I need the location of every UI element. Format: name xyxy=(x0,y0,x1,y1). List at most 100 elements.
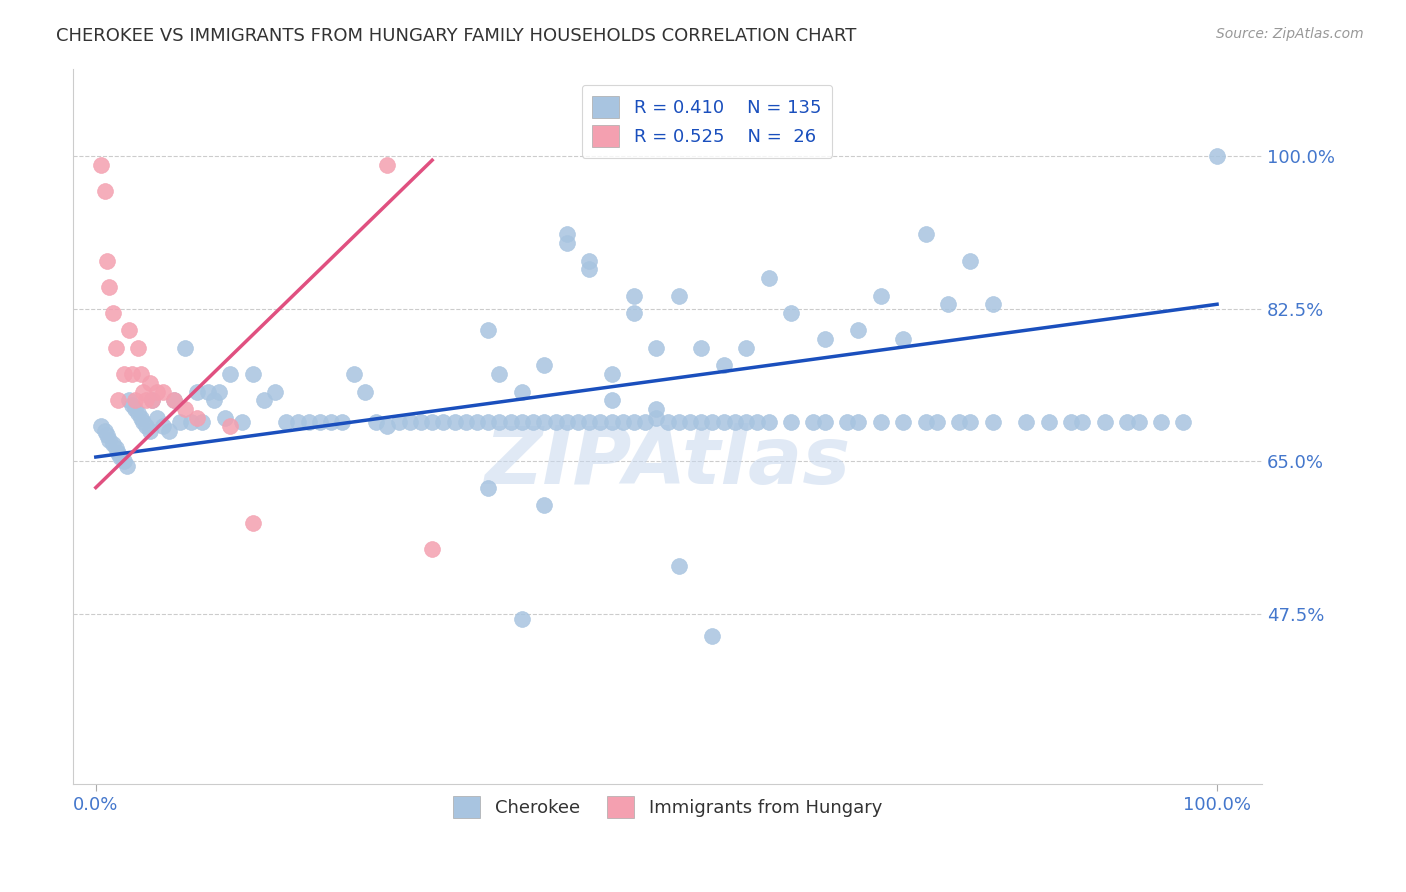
Point xyxy=(104,442,127,456)
Point xyxy=(690,341,713,355)
Point xyxy=(264,384,287,399)
Point xyxy=(127,406,149,420)
Point xyxy=(163,393,186,408)
Point xyxy=(121,367,143,381)
Point xyxy=(544,415,567,429)
Point xyxy=(1206,149,1229,163)
Point xyxy=(1128,415,1150,429)
Point xyxy=(208,384,231,399)
Point xyxy=(152,384,174,399)
Point xyxy=(101,306,124,320)
Point xyxy=(668,415,690,429)
Point xyxy=(174,341,197,355)
Point xyxy=(132,384,155,399)
Point xyxy=(112,367,135,381)
Point xyxy=(169,415,191,429)
Point xyxy=(110,450,132,464)
Point xyxy=(219,419,242,434)
Point xyxy=(835,415,858,429)
Point xyxy=(454,415,477,429)
Point xyxy=(186,410,208,425)
Point xyxy=(135,419,157,434)
Point xyxy=(645,410,668,425)
Point xyxy=(90,419,112,434)
Point xyxy=(735,341,758,355)
Point xyxy=(488,367,510,381)
Point xyxy=(276,415,298,429)
Point xyxy=(758,271,780,285)
Point xyxy=(488,415,510,429)
Point xyxy=(420,415,443,429)
Point xyxy=(387,415,409,429)
Point xyxy=(127,341,149,355)
Point xyxy=(533,498,555,512)
Point xyxy=(1173,415,1195,429)
Point xyxy=(578,415,600,429)
Point xyxy=(510,415,533,429)
Point xyxy=(925,415,948,429)
Text: Source: ZipAtlas.com: Source: ZipAtlas.com xyxy=(1216,27,1364,41)
Point xyxy=(104,341,127,355)
Point xyxy=(657,415,679,429)
Point xyxy=(98,280,121,294)
Point xyxy=(253,393,276,408)
Point xyxy=(578,253,600,268)
Point xyxy=(747,415,769,429)
Point xyxy=(846,415,869,429)
Point xyxy=(589,415,612,429)
Point xyxy=(298,415,321,429)
Point xyxy=(124,402,146,417)
Point xyxy=(600,367,623,381)
Point xyxy=(152,419,174,434)
Point xyxy=(409,415,432,429)
Point xyxy=(713,415,735,429)
Point xyxy=(332,415,354,429)
Point xyxy=(555,415,578,429)
Point xyxy=(477,415,499,429)
Point xyxy=(1116,415,1139,429)
Point xyxy=(118,393,141,408)
Point xyxy=(499,415,522,429)
Point xyxy=(522,415,544,429)
Point xyxy=(107,393,129,408)
Point xyxy=(690,415,713,429)
Point xyxy=(936,297,959,311)
Text: ZIPAtlas: ZIPAtlas xyxy=(485,424,851,501)
Point xyxy=(679,415,702,429)
Point xyxy=(612,415,634,429)
Point xyxy=(202,393,225,408)
Point xyxy=(645,402,668,417)
Point xyxy=(443,415,465,429)
Point xyxy=(813,332,835,346)
Point xyxy=(465,415,488,429)
Point xyxy=(214,410,236,425)
Legend: Cherokee, Immigrants from Hungary: Cherokee, Immigrants from Hungary xyxy=(446,789,889,825)
Point xyxy=(96,253,118,268)
Point xyxy=(118,323,141,337)
Point xyxy=(398,415,420,429)
Point xyxy=(668,559,690,574)
Point xyxy=(668,288,690,302)
Point xyxy=(780,415,803,429)
Point xyxy=(758,415,780,429)
Point xyxy=(309,415,332,429)
Point xyxy=(869,415,891,429)
Point xyxy=(375,157,398,171)
Point xyxy=(702,629,724,643)
Point xyxy=(186,384,208,399)
Point xyxy=(287,415,309,429)
Point xyxy=(191,415,214,429)
Point xyxy=(713,359,735,373)
Point xyxy=(135,393,157,408)
Point xyxy=(343,367,366,381)
Text: CHEROKEE VS IMMIGRANTS FROM HUNGARY FAMILY HOUSEHOLDS CORRELATION CHART: CHEROKEE VS IMMIGRANTS FROM HUNGARY FAMI… xyxy=(56,27,856,45)
Point xyxy=(846,323,869,337)
Point xyxy=(555,227,578,242)
Point xyxy=(533,359,555,373)
Point xyxy=(555,236,578,251)
Point xyxy=(432,415,454,429)
Point xyxy=(90,157,112,171)
Point xyxy=(242,367,264,381)
Point xyxy=(702,415,724,429)
Point xyxy=(600,393,623,408)
